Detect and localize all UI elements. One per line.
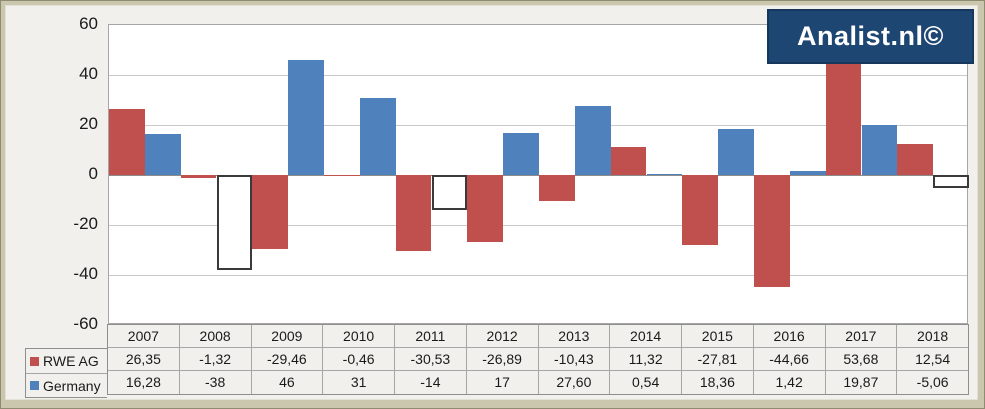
- bar-germany-2014: [646, 173, 683, 175]
- year-header-cell: 2014: [610, 325, 682, 348]
- table-row-germany: 16,28 -38 46 31 -14 17 27,60 0,54 18,36 1,42 19,87…: [108, 371, 968, 394]
- bar-rwe-ag-2008: [180, 175, 217, 179]
- zero-axis-line: [109, 175, 967, 176]
- gridline: [109, 225, 967, 226]
- bar-rwe-ag-2016: [754, 175, 790, 287]
- value-cell: -44,66: [753, 348, 826, 371]
- year-header-cell: 2010: [323, 325, 395, 348]
- year-header-cell: 2018: [897, 325, 968, 348]
- bar-germany-2017: [861, 125, 898, 175]
- bar-rwe-ag-2012: [467, 175, 504, 243]
- bar-rwe-ag-2011: [395, 175, 432, 252]
- bar-germany-2007: [144, 134, 181, 175]
- chart-canvas: 60 40 20 0 -20 -40 -60 Analist.nl© RWE AG Germa…: [5, 5, 978, 400]
- bar-rwe-ag-2018: [897, 143, 934, 175]
- value-cell: -10,43: [538, 348, 611, 371]
- bar-germany-2016: [789, 171, 826, 175]
- value-cell: -38: [180, 371, 252, 394]
- bar-germany-2009: [288, 60, 324, 175]
- table-header-row: 2007 2008 2009 2010 2011 2012 2013 2014 2015 2016…: [108, 325, 968, 348]
- legend-item-rwe-ag: RWE AG: [26, 349, 107, 373]
- legend-label: Germany: [43, 377, 101, 394]
- value-cell: 17: [467, 371, 539, 394]
- analist-logo: Analist.nl©: [767, 9, 974, 64]
- legend-color-chip: [30, 381, 39, 390]
- value-cell: 26,35: [108, 348, 180, 371]
- value-cell: -1,32: [179, 348, 252, 371]
- legend-item-germany: Germany: [26, 373, 107, 397]
- value-cell: -27,81: [682, 348, 754, 371]
- year-header-cell: 2009: [251, 325, 324, 348]
- year-header-cell: 2016: [753, 325, 826, 348]
- year-header-cell: 2017: [825, 325, 898, 348]
- y-tick-label: -60: [73, 314, 98, 333]
- value-cell: -30,53: [395, 348, 467, 371]
- bar-rwe-ag-2007: [109, 109, 145, 175]
- y-tick-label: -20: [73, 214, 98, 233]
- y-tick-label: -40: [73, 264, 98, 283]
- y-tick-label: 0: [88, 164, 98, 183]
- analist-logo-text: Analist.nl©: [797, 21, 944, 51]
- gridline: [109, 75, 967, 76]
- bar-rwe-ag-2015: [682, 175, 719, 245]
- table-row-rwe-ag: 26,35 -1,32 -29,46 -0,46 -30,53 -26,89 -10,43 1…: [108, 348, 968, 371]
- bar-rwe-ag-2009: [252, 175, 289, 249]
- bar-rwe-ag-2014: [610, 146, 647, 175]
- legend-color-chip: [30, 356, 39, 366]
- y-tick-label: 60: [79, 14, 98, 33]
- value-cell: -26,89: [466, 348, 539, 371]
- value-cell: -14: [395, 371, 467, 394]
- bar-germany-2010: [359, 97, 396, 175]
- data-table: 2007 2008 2009 2010 2011 2012 2013 2014 2015 2016…: [107, 324, 969, 395]
- value-cell: 18,36: [682, 371, 754, 394]
- y-tick-label: 40: [79, 64, 98, 83]
- year-header-cell: 2013: [538, 325, 611, 348]
- year-header-cell: 2008: [179, 325, 252, 348]
- value-cell: 1,42: [754, 371, 826, 394]
- year-header-cell: 2015: [682, 325, 754, 348]
- year-header-cell: 2011: [395, 325, 467, 348]
- bar-germany-2015: [718, 129, 754, 175]
- value-cell: 16,28: [108, 371, 180, 394]
- value-cell: -29,46: [251, 348, 324, 371]
- value-cell: -0,46: [323, 348, 395, 371]
- bar-germany-2011: [431, 175, 468, 210]
- bar-germany-2008: [216, 175, 253, 270]
- bar-rwe-ag-2010: [324, 175, 360, 177]
- legend-box: RWE AG Germany: [25, 348, 107, 398]
- value-cell: 19,87: [826, 371, 898, 394]
- bar-germany-2013: [574, 106, 611, 175]
- value-cell: 46: [252, 371, 324, 394]
- value-cell: 53,68: [825, 348, 898, 371]
- legend-label: RWE AG: [43, 353, 99, 369]
- value-cell: -5,06: [916, 374, 949, 390]
- bar-rwe-ag-2013: [539, 175, 575, 202]
- gridline: [109, 125, 967, 126]
- year-header-cell: 2012: [466, 325, 539, 348]
- value-cell: 0,54: [610, 371, 682, 394]
- bar-germany-2012: [503, 132, 539, 175]
- value-cell: 11,32: [610, 348, 682, 371]
- plot-area: [108, 24, 969, 324]
- bar-germany-2018: [933, 175, 969, 188]
- gridline: [109, 275, 967, 276]
- value-cell: 27,60: [539, 371, 611, 394]
- value-cell: 31: [323, 371, 395, 394]
- y-tick-label: 20: [79, 114, 98, 133]
- value-cell: 12,54: [897, 348, 968, 371]
- year-header-cell: 2007: [108, 325, 180, 348]
